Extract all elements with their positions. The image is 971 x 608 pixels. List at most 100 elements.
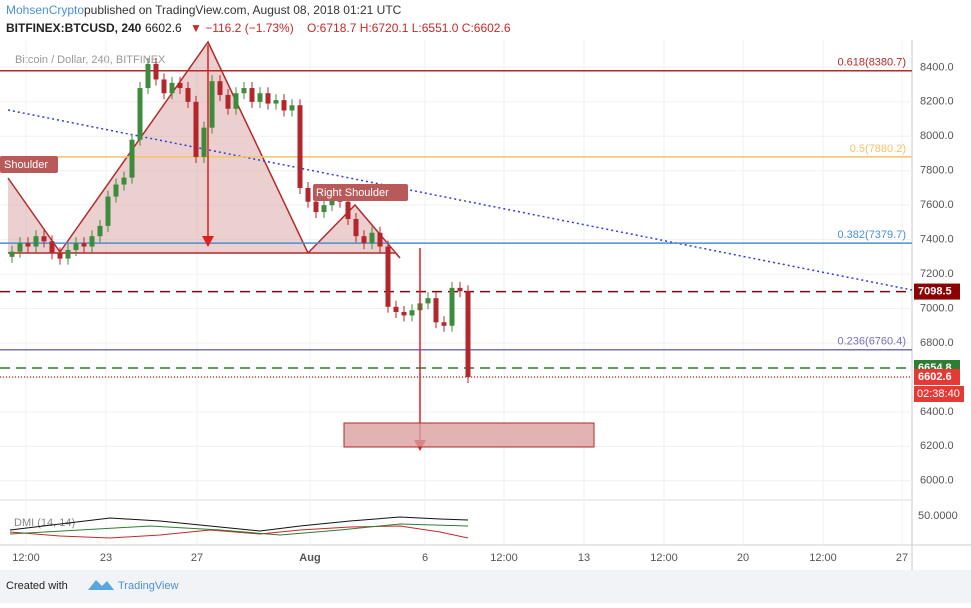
candle-body [449, 287, 455, 326]
candle-body [433, 298, 439, 323]
price-tag: 7098.5 [918, 285, 952, 297]
candle-body [361, 236, 367, 244]
candle-body [201, 127, 207, 157]
fib-label: 0.618(8380.7) [838, 57, 907, 69]
countdown: 02:38:40 [917, 388, 960, 400]
label-box [313, 184, 408, 201]
arrow-head [202, 236, 214, 247]
candle-body [41, 236, 47, 242]
x-tick-label: 27 [896, 552, 908, 564]
price-tag: 6602.6 [918, 371, 952, 383]
adx [9, 523, 469, 536]
watermark: Bitcoin / Dollar, 240, BITFINEX [15, 54, 166, 66]
x-tick-label: Aug [299, 552, 320, 564]
price-tag-bg [914, 283, 960, 300]
x-tick-label: 12:00 [490, 552, 518, 564]
published: published on TradingView.com, August 08,… [84, 3, 402, 17]
y-tick-label: 6400.0 [920, 406, 954, 418]
candle-body [321, 205, 327, 213]
x-tick-label: 20 [737, 552, 749, 564]
candle-body [153, 63, 159, 80]
indicator-label: DMI (14, 14) [14, 517, 75, 529]
y-tick-label: 8000.0 [920, 130, 954, 142]
candle-body [233, 93, 239, 109]
indicator-axis-label: 50.0000 [918, 510, 958, 522]
y-tick-label: 8200.0 [920, 96, 954, 108]
x-tick-label: 6 [422, 552, 428, 564]
right-shoulder-label: Right Shoulder [316, 187, 389, 199]
y-tick-label: 7800.0 [920, 165, 954, 177]
candle-body [377, 232, 383, 247]
y-tick-label: 7000.0 [920, 302, 954, 314]
dmi-plus [9, 516, 469, 532]
fib-label: 0.382(7379.7) [838, 229, 907, 241]
candle-body [313, 201, 319, 213]
y-tick-label: 8400.0 [920, 61, 954, 73]
x-tick-label: 27 [191, 552, 203, 564]
candle-body [265, 93, 271, 104]
candle-body [409, 310, 415, 316]
candle-body [249, 88, 255, 102]
candle-body [217, 81, 223, 95]
candle-body [345, 201, 351, 219]
x-tick-label: 12:00 [809, 552, 837, 564]
label-box [0, 156, 58, 173]
y-tick-label: 7200.0 [920, 268, 954, 280]
candle-body [273, 100, 279, 104]
candle-body [161, 79, 167, 94]
y-tick-label: 6800.0 [920, 337, 954, 349]
brand: TradingView [118, 580, 179, 592]
y-tick-label: 6200.0 [920, 440, 954, 452]
candle-body [305, 187, 311, 202]
candle-body [105, 196, 111, 226]
candle-body [193, 101, 199, 157]
y-tick-label: 7400.0 [920, 234, 954, 246]
y-tick-label: 6000.0 [920, 475, 954, 487]
head-shoulders [7, 40, 401, 259]
candle-body [73, 243, 79, 250]
candle-body [121, 177, 127, 185]
x-tick-label: 13 [578, 552, 590, 564]
symbol: BITFINEX:BTCUSD, 240 [6, 21, 142, 35]
candle-body [57, 253, 63, 259]
candle-body [17, 243, 23, 252]
candle-body [393, 306, 399, 312]
candle-body [113, 184, 119, 197]
candle-body [225, 94, 231, 109]
last-price: 6602.6 [145, 21, 182, 35]
x-tick-label: 12:00 [650, 552, 678, 564]
candle-body [241, 88, 247, 94]
ohlc: O:6718.7 H:6720.1 L:6551.0 C:6602.6 [307, 21, 511, 35]
candle-body [129, 139, 135, 178]
candle-body [353, 218, 359, 237]
fib-label: 0.236(6760.4) [838, 336, 907, 348]
time-axis: 12:00 23 27 Aug 6 12:00 13 12:00 20 12:00 27 [12, 552, 908, 564]
candle-body [457, 287, 463, 292]
author: MohsenCrypto [6, 3, 84, 17]
candle-body [81, 243, 87, 247]
dmi-minus [9, 525, 469, 539]
candle-body [177, 82, 183, 89]
fib-label: 0.5(7880.2) [850, 143, 906, 155]
candle-body [369, 232, 375, 244]
price-tag-bg [914, 368, 960, 385]
candle-body [169, 82, 175, 94]
candle-body [209, 81, 215, 128]
footer [0, 570, 971, 603]
countdown-bg [914, 385, 964, 402]
candle-body [297, 105, 303, 188]
candle-body [257, 93, 263, 102]
candle-body [465, 291, 471, 377]
candle-body [49, 241, 55, 254]
candle-body [97, 225, 103, 237]
candle-body [425, 298, 431, 304]
levels: 0.618(8380.7) 0.5(7880.2) 0.382(7379.7) 0.2… [0, 57, 912, 378]
candle-body [25, 243, 31, 247]
left-shoulder-label: Shoulder [4, 159, 48, 171]
created-with: Created with [6, 580, 68, 592]
candle-body [9, 251, 15, 257]
candle-body [281, 100, 287, 111]
